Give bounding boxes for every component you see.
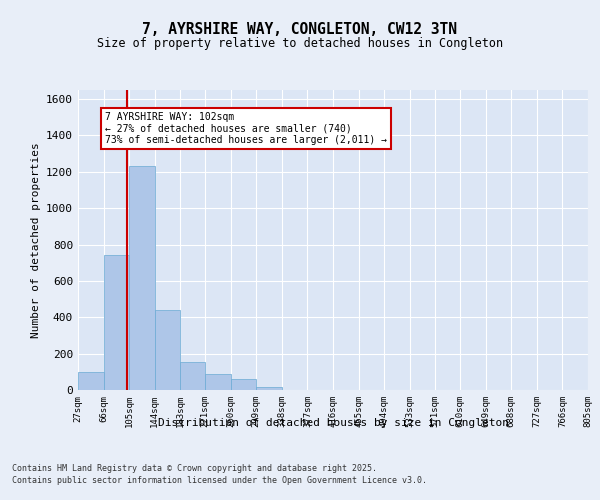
Bar <box>231 379 256 390</box>
Bar <box>104 256 129 390</box>
Text: Size of property relative to detached houses in Congleton: Size of property relative to detached ho… <box>97 38 503 51</box>
Bar <box>78 372 104 390</box>
Bar <box>129 166 155 390</box>
Bar <box>205 374 231 390</box>
Bar <box>155 310 180 390</box>
Bar <box>180 362 205 390</box>
Text: 7, AYRSHIRE WAY, CONGLETON, CW12 3TN: 7, AYRSHIRE WAY, CONGLETON, CW12 3TN <box>143 22 458 38</box>
Bar <box>256 388 282 390</box>
Text: Contains public sector information licensed under the Open Government Licence v3: Contains public sector information licen… <box>12 476 427 485</box>
Y-axis label: Number of detached properties: Number of detached properties <box>31 142 41 338</box>
Text: Contains HM Land Registry data © Crown copyright and database right 2025.: Contains HM Land Registry data © Crown c… <box>12 464 377 473</box>
Text: 7 AYRSHIRE WAY: 102sqm
← 27% of detached houses are smaller (740)
73% of semi-de: 7 AYRSHIRE WAY: 102sqm ← 27% of detached… <box>105 112 387 145</box>
Text: Distribution of detached houses by size in Congleton: Distribution of detached houses by size … <box>158 418 509 428</box>
